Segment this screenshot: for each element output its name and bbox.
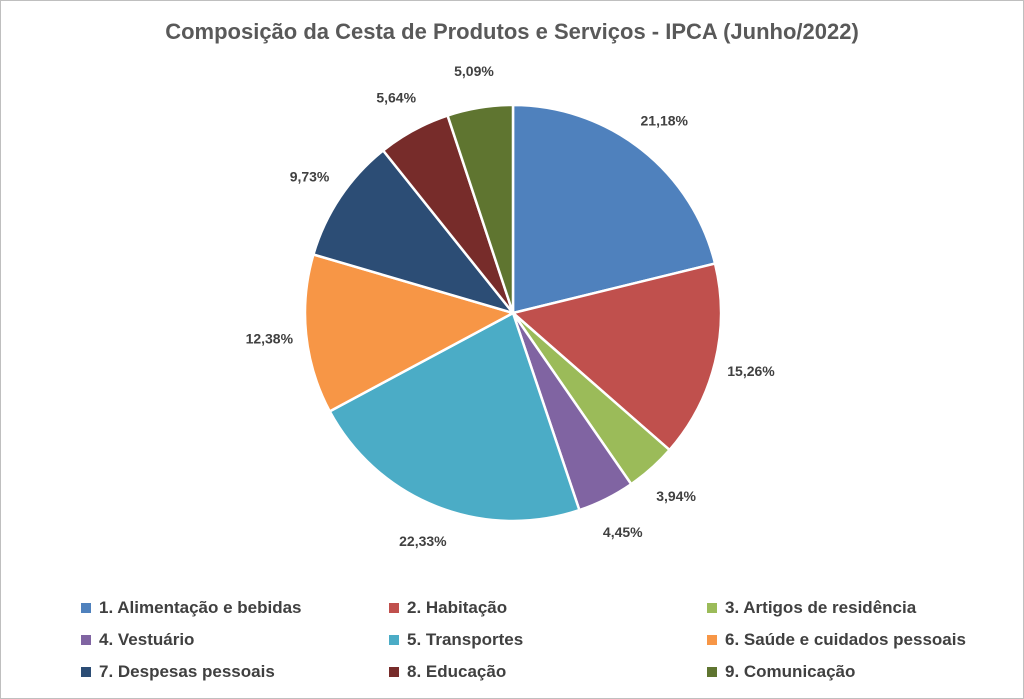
chart-title: Composição da Cesta de Produtos e Serviç…	[165, 19, 859, 44]
data-label: 12,38%	[246, 330, 294, 346]
legend-swatch	[707, 603, 717, 613]
legend-swatch	[81, 603, 91, 613]
pie-slice	[446, 103, 515, 314]
legend-label: 4. Vestuário	[99, 630, 195, 649]
legend-item: 8. Educação	[389, 662, 506, 682]
data-label: 3,94%	[656, 488, 696, 504]
legend-swatch	[81, 635, 91, 645]
data-label: 5,09%	[454, 63, 494, 79]
legend-swatch	[389, 667, 399, 677]
legend-label: 7. Despesas pessoais	[99, 662, 275, 681]
data-label: 4,45%	[603, 524, 643, 540]
legend-item: 6. Saúde e cuidados pessoais	[707, 630, 966, 650]
legend-label: 3. Artigos de residência	[725, 598, 917, 617]
legend-swatch	[389, 635, 399, 645]
pie-slice	[303, 252, 517, 414]
pie-slice	[328, 311, 581, 523]
legend-swatch	[707, 667, 717, 677]
data-label: 9,73%	[290, 169, 330, 185]
pie-slice	[510, 262, 723, 452]
legend-label: 1. Alimentação e bebidas	[99, 598, 302, 617]
legend-label: 2. Habitação	[407, 598, 508, 617]
legend-swatch	[389, 603, 399, 613]
legend-item: 9. Comunicação	[707, 662, 855, 682]
legend-item: 3. Artigos de residência	[707, 598, 916, 618]
legend-item: 4. Vestuário	[81, 630, 194, 650]
legend-label: 9. Comunicação	[725, 662, 856, 681]
pie-slice	[311, 148, 517, 316]
legend-item: 1. Alimentação e bebidas	[81, 598, 302, 618]
legend-item: 7. Despesas pessoais	[81, 662, 275, 682]
legend-label: 5. Transportes	[407, 630, 524, 649]
data-label: 22,33%	[399, 533, 447, 549]
data-label: 5,64%	[376, 90, 416, 106]
data-label: 15,26%	[727, 363, 775, 379]
legend-item: 5. Transportes	[389, 630, 523, 650]
legend-swatch	[81, 667, 91, 677]
legend-swatch	[707, 635, 717, 645]
data-label: 21,18%	[641, 112, 689, 128]
legend-label: 8. Educação	[407, 662, 507, 681]
pie-slice	[511, 103, 717, 315]
legend-label: 6. Saúde e cuidados pessoais	[725, 630, 966, 649]
legend-item: 2. Habitação	[389, 598, 507, 618]
